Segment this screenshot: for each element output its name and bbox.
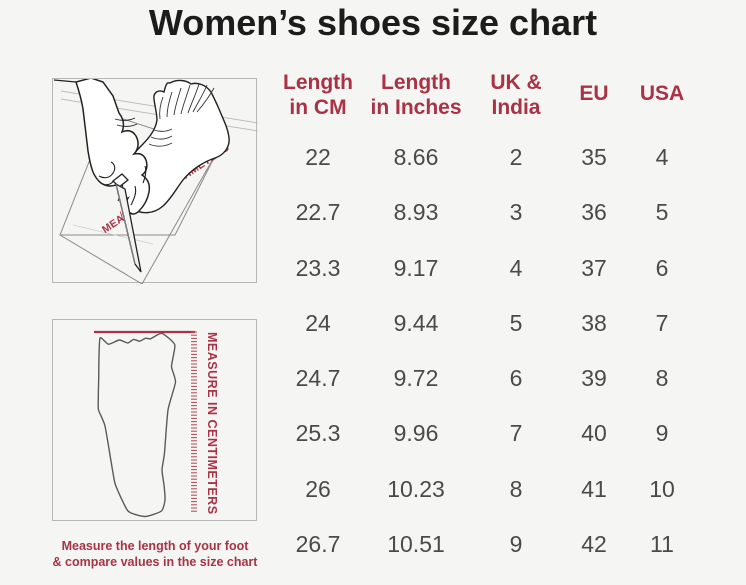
svg-text:MEASURE IN CENTIMETERS: MEASURE IN CENTIMETERS	[205, 332, 219, 515]
